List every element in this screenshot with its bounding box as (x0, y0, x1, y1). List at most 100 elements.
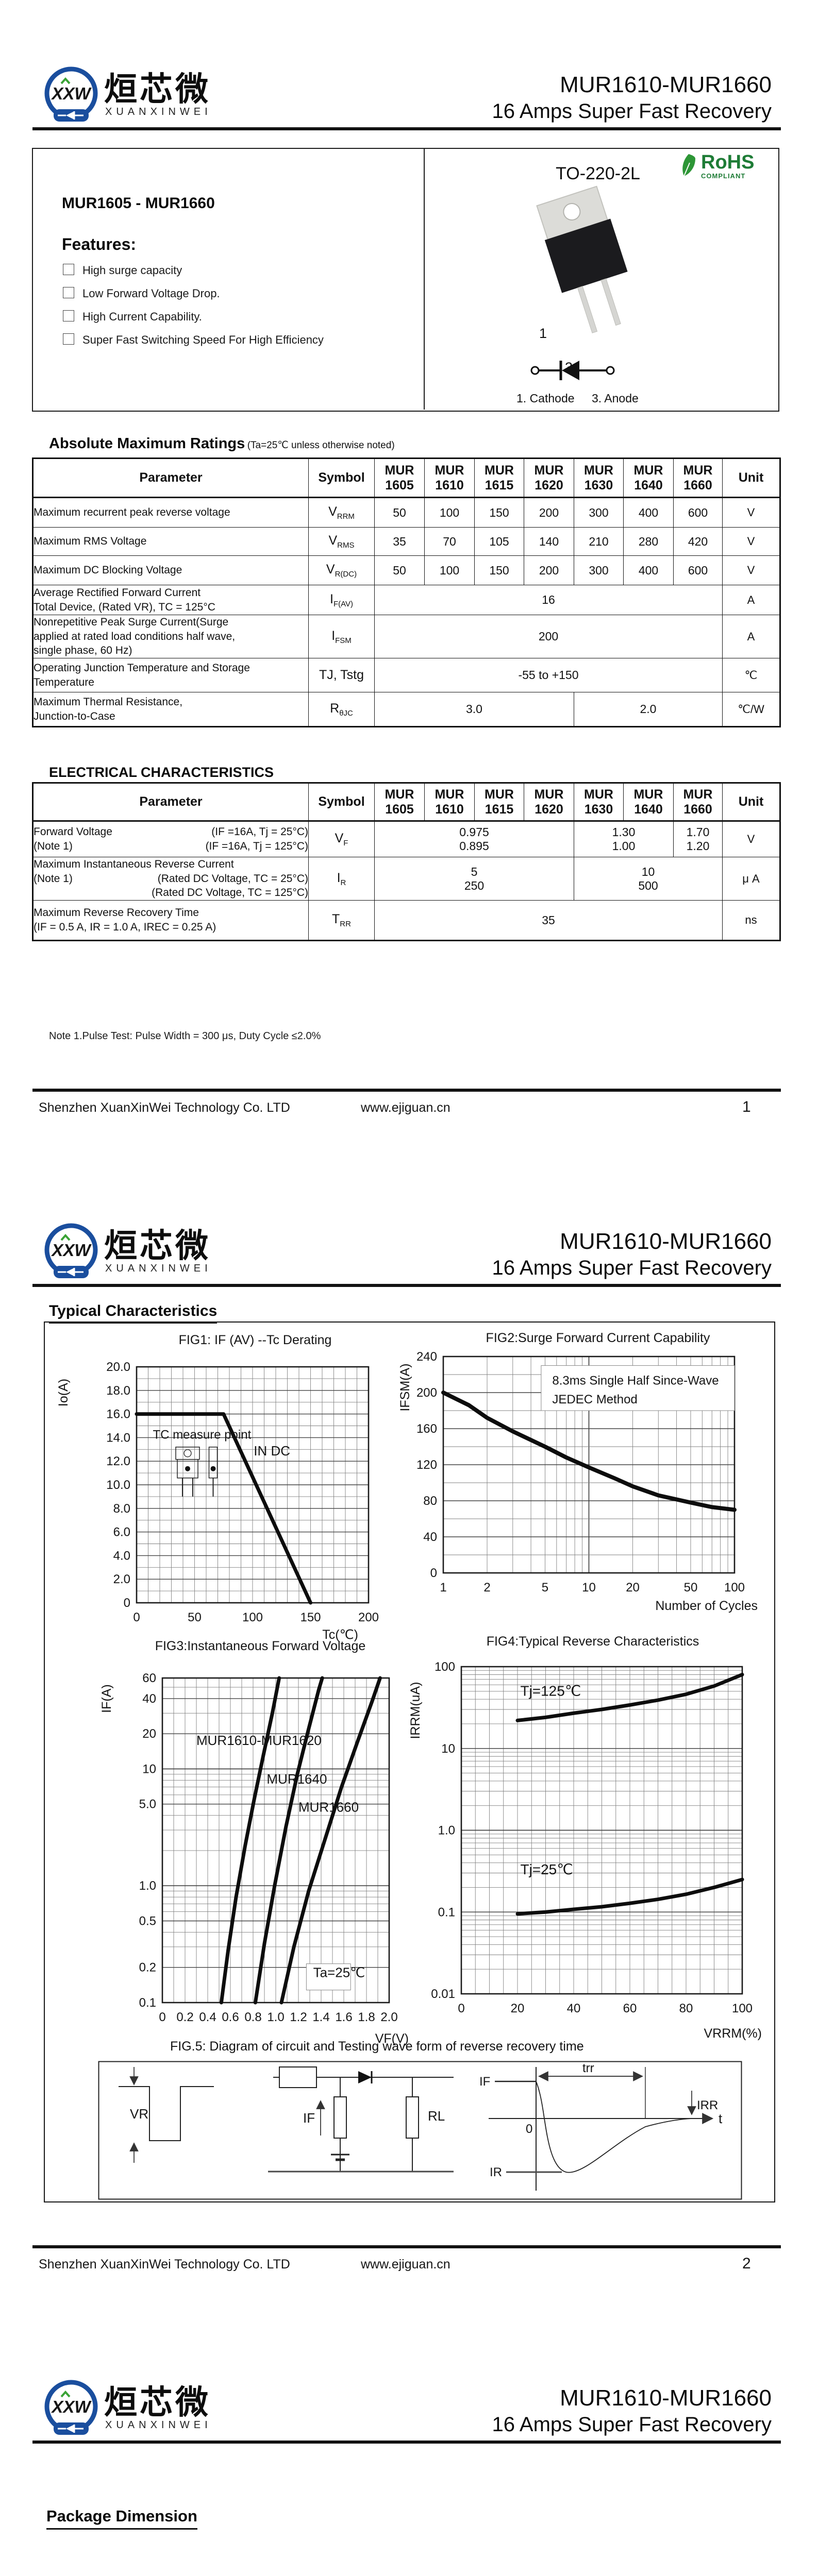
footer-rule (32, 1089, 781, 1092)
table-cell: 200 (524, 555, 574, 585)
table-cell: Unit (722, 458, 780, 498)
table-row: Maximum RMS Voltage VRMS 35 70 105 140 210 280 4… (32, 527, 780, 556)
table-cell: 420 (673, 527, 723, 556)
fig3-title: FIG3:Instantaneous Forward Voltage (155, 1639, 366, 1653)
x-tick-label: 60 (623, 2002, 637, 2015)
typical-characteristics-title: Typical Characteristics (49, 1302, 218, 1324)
x-tick-label: 0.8 (244, 2010, 261, 2024)
table-row: Maximum recurrent peak reverse voltage VR… (32, 497, 780, 528)
x-tick-label: 150 (300, 1611, 321, 1624)
x-tick-label: 50 (684, 1581, 698, 1595)
checkbox-icon (63, 264, 74, 275)
y-tick-label: 0.2 (139, 1961, 156, 1975)
table-cell: 105 (474, 527, 524, 556)
table-cell: MUR 1630 (574, 783, 624, 822)
table-cell: V (722, 497, 780, 528)
fig2-chart: FIG2:Surge Forward Current Capability 1 2 5… (398, 1331, 758, 1613)
table-cell: 16 (374, 585, 723, 615)
header-part-range: MUR1610-MUR1660 (560, 1229, 772, 1254)
checkbox-icon (63, 333, 74, 345)
y-tick-label: 16.0 (106, 1408, 130, 1421)
table-cell: MUR 1615 (474, 783, 524, 822)
x-tick-label: 1 (440, 1581, 446, 1595)
feature-item: Low Forward Voltage Drop. (63, 287, 220, 300)
table-cell: 10 500 (574, 856, 723, 901)
y-tick-label: 100 (435, 1660, 455, 1674)
table-cell: MUR 1660 (673, 458, 723, 498)
y-tick-label: 20.0 (106, 1360, 130, 1374)
x-tick-label: 2.0 (380, 2010, 397, 2024)
header-subtitle: 16 Amps Super Fast Recovery (492, 1257, 772, 1279)
fig1-chart: FIG1: IF (AV) --Tc Derating 0 50 100 150 200 2… (56, 1333, 379, 1642)
table-cell: IF(AV) (308, 585, 375, 615)
table-cell: MUR 1620 (524, 783, 574, 822)
brand-logo-icon: XXW (44, 2380, 98, 2435)
table-row: Maximum DC Blocking Voltage VR(DC) 50 100 15… (32, 555, 780, 585)
package-dimension-title: Package Dimension (46, 2507, 197, 2530)
table-cell: Average Rectified Forward Current Total D… (32, 585, 309, 615)
y-tick-label: 8.0 (113, 1502, 130, 1516)
x-axis-label: Tc(℃) (322, 1628, 358, 1642)
table-cell: 100 (424, 497, 475, 528)
y-axis-label: IFSM(A) (398, 1363, 412, 1411)
table-cell: 150 (474, 497, 524, 528)
header-subtitle: 16 Amps Super Fast Recovery (492, 100, 772, 123)
y-tick-label: 0 (124, 1596, 130, 1610)
fig1-title: FIG1: IF (AV) --Tc Derating (179, 1333, 332, 1347)
y-tick-label: 240 (416, 1350, 437, 1364)
y-axis-label: IF(A) (99, 1684, 114, 1713)
y-tick-label: 2.0 (113, 1572, 130, 1586)
fig5-irr-label: IRR (697, 2098, 718, 2112)
table-row: Maximum Instantaneous Reverse Current (No… (32, 856, 780, 901)
table-cell: MUR 1605 (374, 458, 425, 498)
table-cell: Operating Junction Temperature and Stora… (32, 658, 309, 693)
table-cell: VR(DC) (308, 555, 375, 585)
table-header-row: Parameter Symbol MUR 1605 MUR 1610 MUR 1615 MUR 1… (32, 458, 780, 498)
annotation: 8.3ms Single Half Since-Wave (552, 1374, 719, 1387)
table-cell: RθJC (308, 692, 375, 727)
header-rule (32, 127, 781, 130)
checkbox-icon (63, 310, 74, 321)
table-cell: V (722, 527, 780, 556)
pin1-number: 1 (539, 326, 547, 341)
table-cell: MUR 1630 (574, 458, 624, 498)
fig5-if-label: IF (303, 2110, 315, 2126)
annotation: Tj=125℃ (520, 1683, 581, 1699)
table-cell: 400 (623, 555, 674, 585)
page-2: XXW 烜芯微 XUANXINWEI MUR1610-MUR1660 16 Am… (0, 1157, 818, 2313)
y-axis-label: IRRM(uA) (408, 1682, 423, 1739)
x-tick-label: 100 (724, 1581, 745, 1595)
checkbox-icon (63, 287, 74, 298)
header-subtitle: 16 Amps Super Fast Recovery (492, 2413, 772, 2436)
annotation: MUR1610-MUR1620 (196, 1733, 322, 1748)
x-tick-label: 40 (567, 2002, 581, 2015)
table-row: Operating Junction Temperature and Stora… (32, 658, 780, 693)
table-row: Forward Voltage (IF =16A, Tj = 25°C) (Note… (32, 821, 780, 857)
feature-text: High surge capacity (82, 264, 182, 277)
x-tick-label: 0.6 (222, 2010, 239, 2024)
table-cell: 50 (374, 497, 425, 528)
table-cell: Forward Voltage (IF =16A, Tj = 25°C) (Note… (32, 821, 309, 857)
brand-logo-icon: XXW (44, 66, 98, 122)
footer-company: Shenzhen XuanXinWei Technology Co. LTD (39, 1100, 290, 1115)
table-cell: MUR 1640 (623, 458, 674, 498)
x-tick-label: 200 (358, 1611, 379, 1624)
x-tick-label: 0 (133, 1611, 140, 1624)
y-tick-label: 160 (416, 1422, 437, 1436)
y-axis-label: Io(A) (56, 1379, 71, 1406)
table-cell: 50 (374, 555, 425, 585)
footer-website: www.ejiguan.cn (361, 1100, 450, 1115)
header-rule (32, 2441, 781, 2444)
table-cell: Symbol (308, 458, 375, 498)
logo-monogram: XXW (51, 2397, 92, 2416)
table-cell: 5 250 (374, 856, 574, 901)
annotation: JEDEC Method (552, 1393, 637, 1406)
series-Tj=25℃ (515, 1877, 744, 1916)
fig4-title: FIG4:Typical Reverse Characteristics (487, 1634, 699, 1649)
x-tick-label: 1.4 (312, 2010, 329, 2024)
annotation: TC measure point (153, 1428, 252, 1442)
table-cell: 280 (623, 527, 674, 556)
brand-name-zh: 烜芯微 (104, 71, 211, 109)
table-cell: 2.0 (574, 692, 723, 727)
y-tick-label: 40 (423, 1530, 437, 1544)
